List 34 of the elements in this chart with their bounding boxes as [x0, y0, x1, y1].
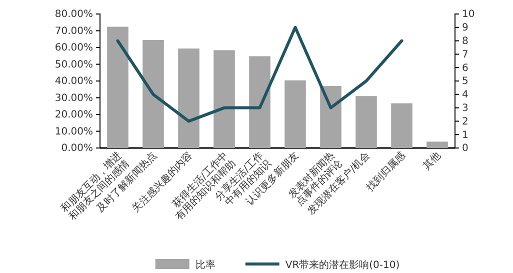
- y2-tick-label: 10: [462, 9, 475, 20]
- legend-label: VR带来的潜在影响(0-10): [285, 259, 400, 271]
- bar: [426, 142, 448, 148]
- y-tick-label: 80.00%: [54, 9, 93, 20]
- y2-tick-label: 4: [462, 90, 468, 101]
- y-tick-label: 70.00%: [54, 26, 93, 37]
- y-tick-label: 50.00%: [54, 59, 93, 70]
- y-tick-label: 30.00%: [54, 92, 93, 104]
- y-tick-label: 20.00%: [54, 110, 93, 121]
- y2-tick-label: 2: [462, 116, 468, 128]
- bar: [284, 80, 306, 148]
- y-tick-label: 40.00%: [54, 76, 93, 88]
- bar: [391, 103, 412, 148]
- y2-tick-label: 7: [462, 49, 468, 60]
- bar: [320, 86, 342, 148]
- line-series: [116, 26, 404, 123]
- y-tick-label: 60.00%: [54, 42, 93, 54]
- bar: [356, 96, 377, 148]
- y2-tick-label: 8: [462, 36, 468, 47]
- y2-tick-label: 9: [462, 22, 468, 34]
- bar: [214, 50, 235, 148]
- y2-tick-label: 6: [462, 62, 468, 74]
- bar: [249, 56, 270, 148]
- bar: [178, 48, 200, 148]
- y2-tick-label: 1: [462, 130, 468, 141]
- y2-tick-label: 0: [462, 143, 468, 154]
- y2-tick-label: 5: [462, 76, 468, 88]
- legend-label: 比率: [195, 259, 216, 271]
- y-tick-label: 10.00%: [54, 126, 93, 138]
- bar: [142, 40, 164, 148]
- x-tick-label: 其他: [420, 150, 444, 172]
- bar: [107, 26, 128, 148]
- y2-tick-label: 3: [462, 103, 468, 114]
- y-tick-label: 0.00%: [61, 143, 93, 154]
